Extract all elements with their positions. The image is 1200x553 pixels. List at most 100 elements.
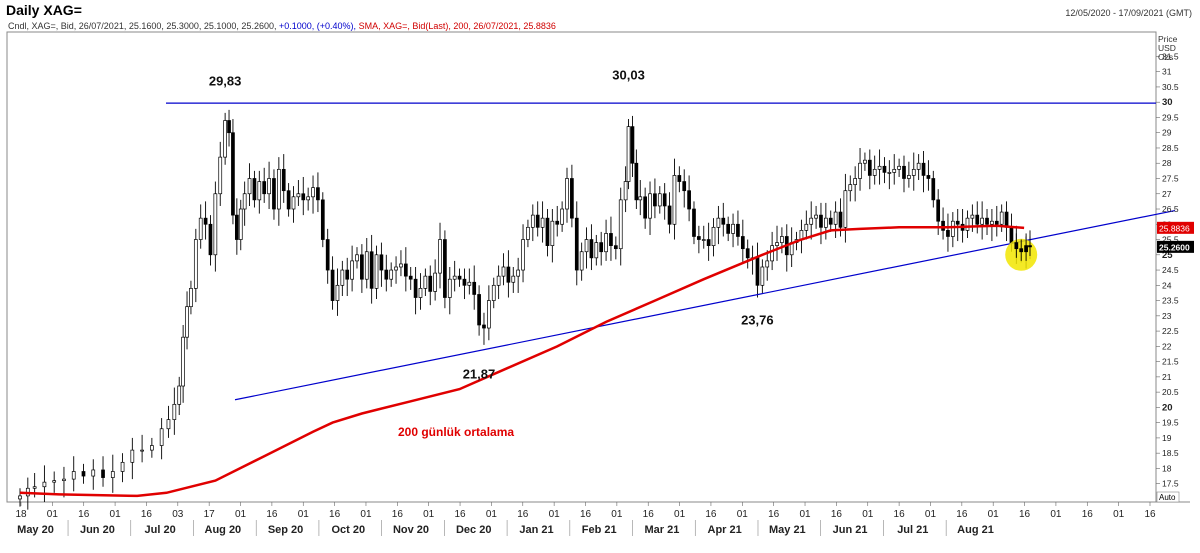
x-tick-label: 16 xyxy=(1144,509,1156,520)
candle-body xyxy=(604,233,608,253)
candle-body xyxy=(477,294,481,326)
candle-body xyxy=(1004,211,1009,228)
candle-body xyxy=(716,217,721,228)
y-tick-label: 26.5 xyxy=(1162,204,1179,214)
y-tick-label: 19.5 xyxy=(1162,418,1179,428)
candle-body xyxy=(950,220,955,237)
candle-body xyxy=(902,165,906,179)
candlestick-series xyxy=(18,109,1032,510)
candle-body xyxy=(936,199,941,222)
candle-body xyxy=(418,288,423,298)
legend-line: Cndl, XAG=, Bid, 26/07/2021, 25.1600, 25… xyxy=(8,21,556,31)
candle-body xyxy=(110,471,115,478)
x-tick-label: 01 xyxy=(1113,509,1125,520)
sma-annotation: 200 günlük ortalama xyxy=(398,425,514,439)
candle-body xyxy=(311,187,315,198)
candle-body xyxy=(848,184,853,192)
candle-body xyxy=(574,217,579,271)
candle-body xyxy=(408,275,413,280)
candle-body xyxy=(833,211,838,225)
month-label: Jan 21 xyxy=(519,524,553,536)
candle-body xyxy=(208,223,213,256)
candle-body xyxy=(667,205,672,225)
candle-body xyxy=(286,190,291,210)
candle-body xyxy=(911,168,916,176)
candle-body xyxy=(81,471,86,477)
x-tick-label: 16 xyxy=(956,509,968,520)
candle-body xyxy=(560,208,564,225)
candle-body xyxy=(472,281,477,295)
y-tick-label: 24 xyxy=(1162,280,1172,290)
candle-body xyxy=(634,162,639,201)
candle-body xyxy=(403,263,408,277)
y-tick-label: 22.5 xyxy=(1162,326,1179,336)
candle-body xyxy=(540,217,545,228)
candle-body xyxy=(916,162,921,170)
month-label: Jul 20 xyxy=(145,524,176,536)
candle-body xyxy=(257,181,262,201)
price-header-3: Ozs xyxy=(1158,52,1173,62)
candle-body xyxy=(726,223,731,234)
candle-body xyxy=(42,481,47,488)
candle-body xyxy=(482,324,486,329)
candle-body xyxy=(819,214,823,228)
month-label: Apr 21 xyxy=(708,524,742,536)
month-label: Feb 21 xyxy=(582,524,617,536)
candle-body xyxy=(345,269,350,280)
x-tick-label: 01 xyxy=(862,509,874,520)
candle-body xyxy=(389,269,394,280)
candle-body xyxy=(320,199,325,240)
candle-body xyxy=(731,223,735,234)
candle-body xyxy=(648,193,652,219)
candle-body xyxy=(672,175,677,225)
candle-body xyxy=(853,178,858,185)
x-tick-label: 01 xyxy=(674,509,686,520)
candle-body xyxy=(711,226,716,246)
candle-body xyxy=(877,165,882,170)
price-annotation: 23,76 xyxy=(741,313,774,328)
candle-body xyxy=(965,217,970,231)
candle-body xyxy=(384,269,389,280)
candle-body xyxy=(828,217,833,225)
legend-sma: SMA, XAG=, Bid(Last), 200, 26/07/2021, 2… xyxy=(358,21,556,31)
y-tick-label: 27.5 xyxy=(1162,173,1179,183)
candle-body xyxy=(623,181,628,201)
candle-body xyxy=(867,159,872,176)
candle-body xyxy=(301,193,306,201)
candle-body xyxy=(452,275,457,280)
candle-body xyxy=(316,187,320,201)
support-trendline xyxy=(234,209,1176,401)
x-tick-label: 16 xyxy=(1019,509,1031,520)
x-tick-label: 16 xyxy=(894,509,906,520)
candle-body xyxy=(369,251,374,289)
month-label: Jul 21 xyxy=(897,524,928,536)
candle-body xyxy=(570,178,574,219)
auto-scale-button[interactable] xyxy=(1156,491,1180,503)
candle-body xyxy=(413,278,418,298)
candle-body xyxy=(487,300,491,329)
candle-body xyxy=(687,190,691,210)
candle-body xyxy=(809,217,814,225)
x-tick-label: 03 xyxy=(172,509,184,520)
sma-price-tag xyxy=(1157,221,1194,234)
candle-body xyxy=(272,178,276,210)
candle-body xyxy=(501,266,506,277)
price-header-1: Price xyxy=(1158,34,1178,44)
candle-body xyxy=(1009,226,1014,243)
month-label: Sep 20 xyxy=(268,524,303,536)
candle-body xyxy=(276,168,281,210)
candle-body xyxy=(970,214,975,219)
candle-body xyxy=(555,220,560,225)
month-label: Dec 20 xyxy=(456,524,491,536)
x-tick-label: 16 xyxy=(329,509,341,520)
candle-body xyxy=(770,245,774,262)
candle-body xyxy=(897,165,901,170)
month-label: Oct 20 xyxy=(331,524,365,536)
y-tick-label: 21 xyxy=(1162,372,1172,382)
candle-body xyxy=(231,132,235,216)
time-axis: 18 01 16 01 16 03 17 01 16 01 16 01 16 01 16 01 16 01 16 01… xyxy=(15,502,1156,536)
x-tick-label: 01 xyxy=(110,509,122,520)
candle-body xyxy=(843,190,848,228)
candle-body xyxy=(130,449,135,463)
